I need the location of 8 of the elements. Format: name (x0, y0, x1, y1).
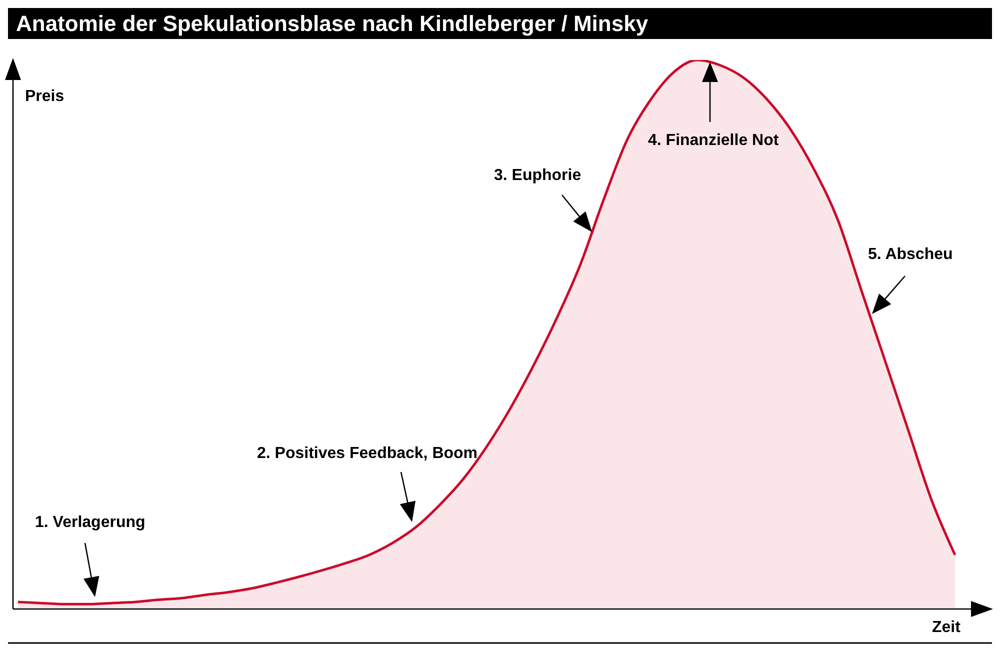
annotation: 2. Positives Feedback, Boom (257, 445, 478, 463)
x-axis-title: Zeit (932, 619, 960, 637)
y-axis-title: Preis (25, 88, 64, 106)
annotation: 4. Finanzielle Not (648, 132, 779, 150)
annotation: 5. Abscheu (868, 246, 953, 264)
chart-title: Anatomie der Spekulationsblase nach Kindleberger / Minsky (8, 8, 992, 39)
annotation: 1. Verlagerung (35, 514, 146, 532)
annotation: 3. Euphorie (494, 167, 582, 185)
